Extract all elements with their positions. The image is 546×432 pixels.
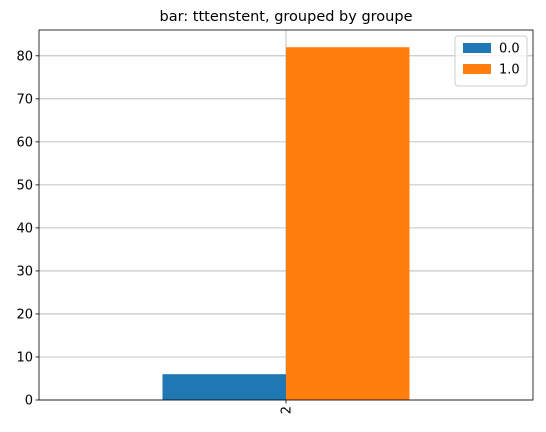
y-tick-label: 10: [16, 350, 33, 365]
bar-series-1.0-2: [286, 47, 410, 401]
legend-label-0.0: 0.0: [499, 42, 520, 57]
legend-swatch-1.0: [463, 64, 491, 74]
chart-title: bar: tttenstent, grouped by groupe: [160, 9, 413, 25]
x-tick-label: 2: [280, 406, 295, 414]
y-tick-label: 80: [16, 49, 33, 64]
bar-series-0.0-2: [162, 374, 286, 400]
legend-label-1.0: 1.0: [499, 63, 520, 78]
y-tick-label: 20: [16, 307, 33, 322]
y-tick-label: 50: [16, 178, 33, 193]
y-tick-label: 30: [16, 264, 33, 279]
y-tick-label: 0: [25, 394, 33, 409]
y-tick-label: 70: [16, 92, 33, 107]
bars: [162, 47, 410, 401]
y-tick-label: 60: [16, 135, 33, 150]
legend-swatch-0.0: [463, 43, 491, 53]
axes: 0 10 20 30 40 50 60 70 80 2: [16, 29, 534, 414]
legend: 0.01.0: [454, 35, 528, 87]
y-tick-label: 40: [16, 221, 33, 236]
